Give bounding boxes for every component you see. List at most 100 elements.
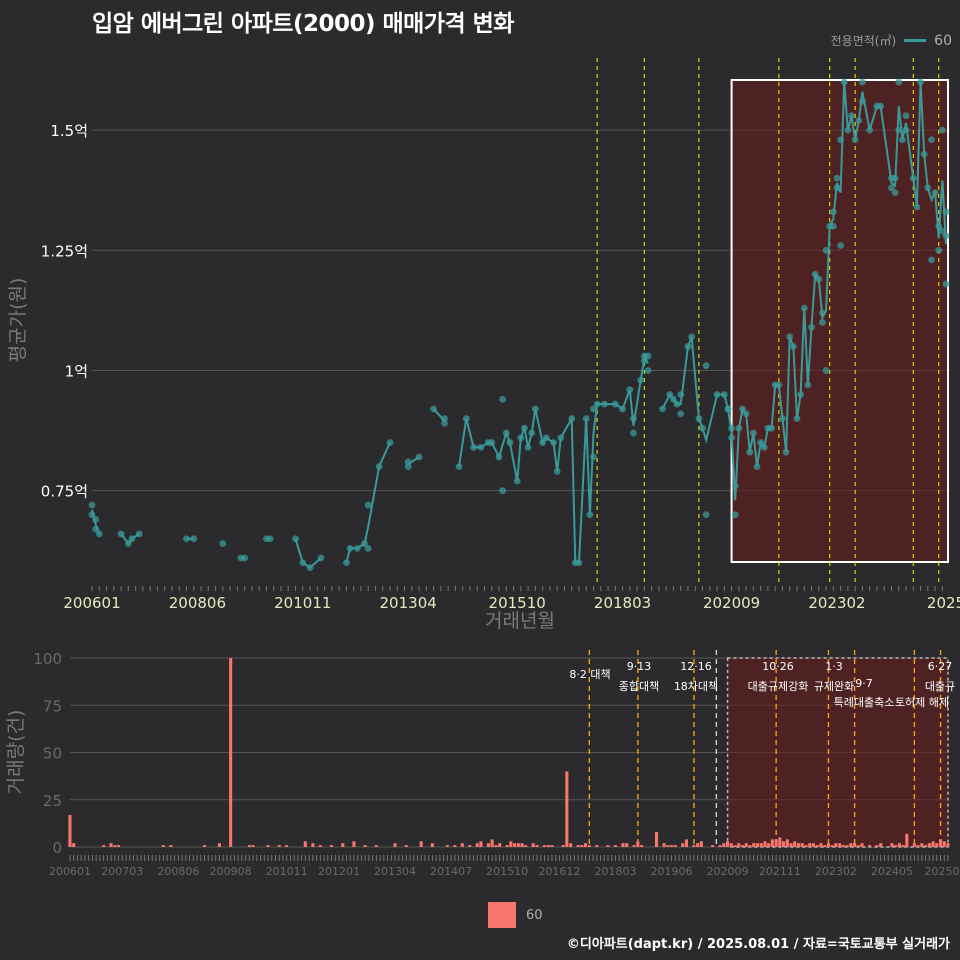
volume-bar xyxy=(670,845,674,847)
price-point xyxy=(630,429,637,437)
price-x-tick-label: 200601 xyxy=(63,594,120,612)
volume-bar xyxy=(490,839,494,847)
price-point xyxy=(495,453,503,461)
volume-x-tick-label: 200703 xyxy=(101,865,143,878)
price-point xyxy=(829,222,837,230)
volume-bar xyxy=(939,839,943,847)
price-point xyxy=(513,477,521,485)
volume-x-tick-label: 201304 xyxy=(374,865,416,878)
price-point xyxy=(241,554,249,562)
volume-bar xyxy=(673,845,677,847)
volume-x-tick-label: 201407 xyxy=(430,865,472,878)
price-point xyxy=(782,448,790,456)
price-point xyxy=(266,535,274,543)
policy-event-label: 종합대책 xyxy=(619,680,659,693)
price-y-tick-label: 1.25억 xyxy=(41,242,88,260)
price-point xyxy=(797,391,805,398)
volume-bar xyxy=(550,845,554,847)
price-point xyxy=(902,112,910,120)
volume-bar xyxy=(468,845,472,847)
price-point xyxy=(924,184,932,192)
volume-y-tick-label: 75 xyxy=(43,697,62,715)
price-point xyxy=(888,184,895,192)
volume-bar xyxy=(169,845,173,847)
price-point xyxy=(695,415,703,422)
price-x-tick-label: 202302 xyxy=(808,594,865,612)
volume-bar xyxy=(804,845,808,847)
price-point xyxy=(124,540,132,547)
volume-bar xyxy=(524,845,528,847)
price-point xyxy=(524,443,532,451)
volume-bar xyxy=(924,845,928,847)
volume-bar xyxy=(935,843,939,847)
price-point xyxy=(819,309,826,317)
volume-bar xyxy=(546,845,550,847)
volume-bar xyxy=(494,845,498,847)
policy-date-label: 12·16 xyxy=(680,660,712,673)
volume-bar xyxy=(352,841,356,847)
volume-bar xyxy=(330,845,334,847)
volume-bar xyxy=(561,845,565,847)
price-point xyxy=(601,400,608,408)
legend-series-label: 60 xyxy=(934,32,952,49)
price-point xyxy=(539,439,547,446)
volume-bar xyxy=(513,843,517,847)
price-x-tick-label: 201011 xyxy=(274,594,331,612)
price-point xyxy=(877,102,884,110)
price-point xyxy=(528,429,536,437)
volume-bar xyxy=(752,843,756,847)
volume-bar xyxy=(767,843,771,847)
price-point xyxy=(789,343,797,350)
volume-legend: 60 xyxy=(488,902,543,928)
volume-bar xyxy=(576,845,580,847)
price-point xyxy=(292,535,299,543)
volume-bar xyxy=(834,843,838,847)
volume-bar xyxy=(849,843,853,847)
volume-x-tick-label: 200806 xyxy=(157,865,199,878)
volume-x-tick-label: 202302 xyxy=(815,865,857,878)
price-point xyxy=(441,419,448,427)
price-point xyxy=(190,535,198,543)
price-point xyxy=(88,511,96,519)
volume-bar xyxy=(912,843,916,847)
volume-bar xyxy=(266,845,270,847)
volume-bar xyxy=(740,845,744,847)
price-point xyxy=(299,559,307,567)
volume-x-tick-label: 201201 xyxy=(318,865,360,878)
price-point xyxy=(659,405,666,413)
volume-bar xyxy=(722,843,726,847)
volume-y-axis-label: 거래량(건) xyxy=(5,710,27,795)
price-point xyxy=(626,386,634,394)
volume-bar xyxy=(640,845,644,847)
price-point xyxy=(673,400,681,408)
volume-bar xyxy=(718,845,722,847)
volume-bar xyxy=(486,843,490,847)
volume-bar xyxy=(755,843,759,847)
price-point xyxy=(942,232,950,240)
price-point xyxy=(891,189,899,197)
volume-x-tick-label: 202405 xyxy=(871,865,913,878)
price-point xyxy=(644,367,652,374)
price-point xyxy=(128,535,136,543)
price-point xyxy=(499,395,507,403)
volume-bar xyxy=(744,843,748,847)
volume-bar xyxy=(897,843,901,847)
price-point xyxy=(811,270,819,278)
volume-bar xyxy=(856,845,860,847)
volume-bar xyxy=(662,843,666,847)
price-point xyxy=(557,434,565,442)
volume-legend-label: 60 xyxy=(526,907,543,923)
volume-bar xyxy=(733,845,737,847)
volume-x-tick-label: 201906 xyxy=(651,865,693,878)
price-point xyxy=(542,434,550,442)
volume-bar xyxy=(509,841,513,847)
price-point xyxy=(720,391,728,398)
volume-bar xyxy=(890,843,894,847)
price-point xyxy=(913,203,921,211)
volume-bar xyxy=(595,845,599,847)
volume-y-tick-label: 0 xyxy=(52,839,62,857)
volume-bar xyxy=(311,843,315,847)
price-point xyxy=(935,222,943,230)
volume-bar xyxy=(393,843,397,847)
volume-bar xyxy=(251,845,255,847)
